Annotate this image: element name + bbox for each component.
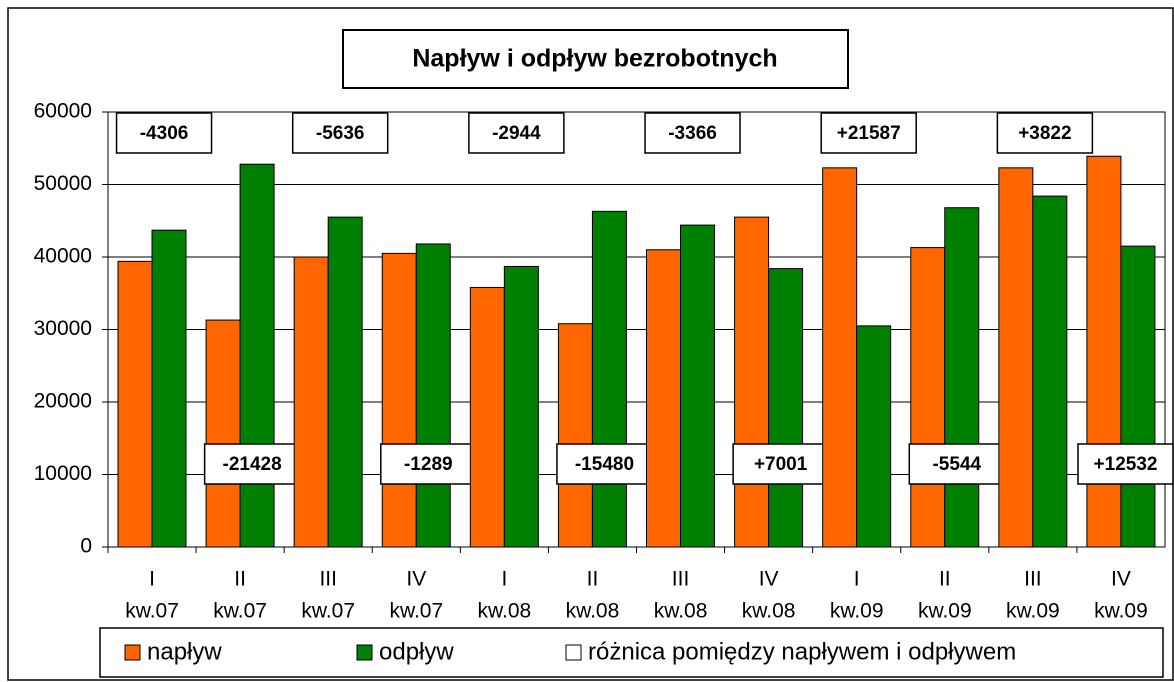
x-tick-label: kw.08 xyxy=(478,600,532,623)
bar xyxy=(151,229,187,548)
title-box xyxy=(342,29,849,89)
bar xyxy=(944,207,980,548)
difference-label: +7001 xyxy=(754,454,808,475)
difference-label: +12532 xyxy=(1094,454,1158,475)
bar xyxy=(646,249,681,548)
bar xyxy=(734,216,770,548)
bar xyxy=(503,265,539,548)
bar xyxy=(205,319,241,548)
y-tick-label: 60000 xyxy=(34,100,92,123)
x-tick-label: kw.07 xyxy=(213,600,267,623)
difference-label: -4306 xyxy=(140,123,189,144)
bar xyxy=(415,243,451,548)
x-tick-label: IV xyxy=(1111,568,1131,591)
y-tick-label: 10000 xyxy=(34,462,92,485)
difference-box xyxy=(820,112,917,154)
difference-label: -2944 xyxy=(492,123,541,144)
x-tick-label: kw.08 xyxy=(566,600,620,623)
difference-label: -21428 xyxy=(223,454,282,475)
y-tick-label: 20000 xyxy=(34,390,92,413)
x-tick-label: II xyxy=(234,568,246,591)
bar xyxy=(327,216,363,548)
legend-swatch xyxy=(124,644,141,661)
chart-title: Napływ i odpływ bezrobotnych xyxy=(412,45,777,73)
y-tick-label: 40000 xyxy=(34,245,92,268)
y-tick-label: 30000 xyxy=(34,317,92,340)
difference-label: -3366 xyxy=(668,123,717,144)
x-tick-label: III xyxy=(1024,568,1042,591)
x-tick-label: III xyxy=(672,568,690,591)
x-tick-label: I xyxy=(149,568,155,591)
difference-box xyxy=(908,443,1006,485)
bar xyxy=(591,210,627,548)
difference-box xyxy=(203,443,301,485)
x-tick-label: kw.09 xyxy=(1094,600,1148,623)
bar xyxy=(469,286,505,548)
legend-label: odpływ xyxy=(379,638,454,665)
x-tick-label: kw.07 xyxy=(389,600,443,623)
bar xyxy=(856,325,892,548)
bar xyxy=(239,163,275,548)
x-tick-label: IV xyxy=(406,568,426,591)
difference-box xyxy=(115,112,213,154)
x-tick-label: IV xyxy=(759,568,779,591)
difference-label: -5544 xyxy=(932,454,981,475)
bar xyxy=(822,167,858,548)
x-tick-label: II xyxy=(587,568,599,591)
difference-box xyxy=(556,443,653,485)
bar xyxy=(293,256,329,548)
bar xyxy=(117,260,153,548)
difference-label: +21587 xyxy=(837,123,901,144)
difference-box xyxy=(468,112,565,154)
x-tick-label: III xyxy=(319,568,337,591)
difference-label: -15480 xyxy=(575,454,634,475)
difference-label: -5636 xyxy=(316,123,365,144)
bar xyxy=(1032,195,1068,548)
y-tick-label: 0 xyxy=(80,535,92,558)
y-tick-label: 50000 xyxy=(34,172,92,195)
difference-box xyxy=(291,112,389,154)
x-tick-label: kw.09 xyxy=(918,600,972,623)
legend-box xyxy=(99,627,1164,678)
legend-swatch xyxy=(565,644,582,661)
legend-swatch xyxy=(356,644,373,661)
x-tick-label: II xyxy=(939,568,951,591)
x-tick-label: I xyxy=(854,568,860,591)
bar xyxy=(680,224,715,548)
difference-label: -1289 xyxy=(404,454,453,475)
bar xyxy=(1120,245,1156,548)
bar xyxy=(1086,155,1122,548)
bar xyxy=(768,268,804,548)
difference-box xyxy=(1077,443,1174,485)
x-tick-label: I xyxy=(501,568,507,591)
bar xyxy=(910,247,946,548)
difference-label: +3822 xyxy=(1018,123,1071,144)
difference-box xyxy=(380,443,477,485)
x-tick-label: kw.09 xyxy=(1006,600,1060,623)
x-tick-label: kw.08 xyxy=(742,600,796,623)
bar xyxy=(998,167,1034,548)
legend-label: napływ xyxy=(147,638,222,665)
difference-box xyxy=(996,112,1094,154)
x-tick-label: kw.08 xyxy=(654,600,708,623)
bar xyxy=(381,252,417,548)
x-tick-label: kw.07 xyxy=(125,600,179,623)
difference-box xyxy=(732,443,829,485)
difference-box xyxy=(644,112,741,154)
legend-label: różnica pomiędzy napływem i odpływem xyxy=(588,638,1016,665)
x-tick-label: kw.07 xyxy=(301,600,355,623)
bar xyxy=(557,323,593,548)
x-tick-label: kw.09 xyxy=(830,600,884,623)
